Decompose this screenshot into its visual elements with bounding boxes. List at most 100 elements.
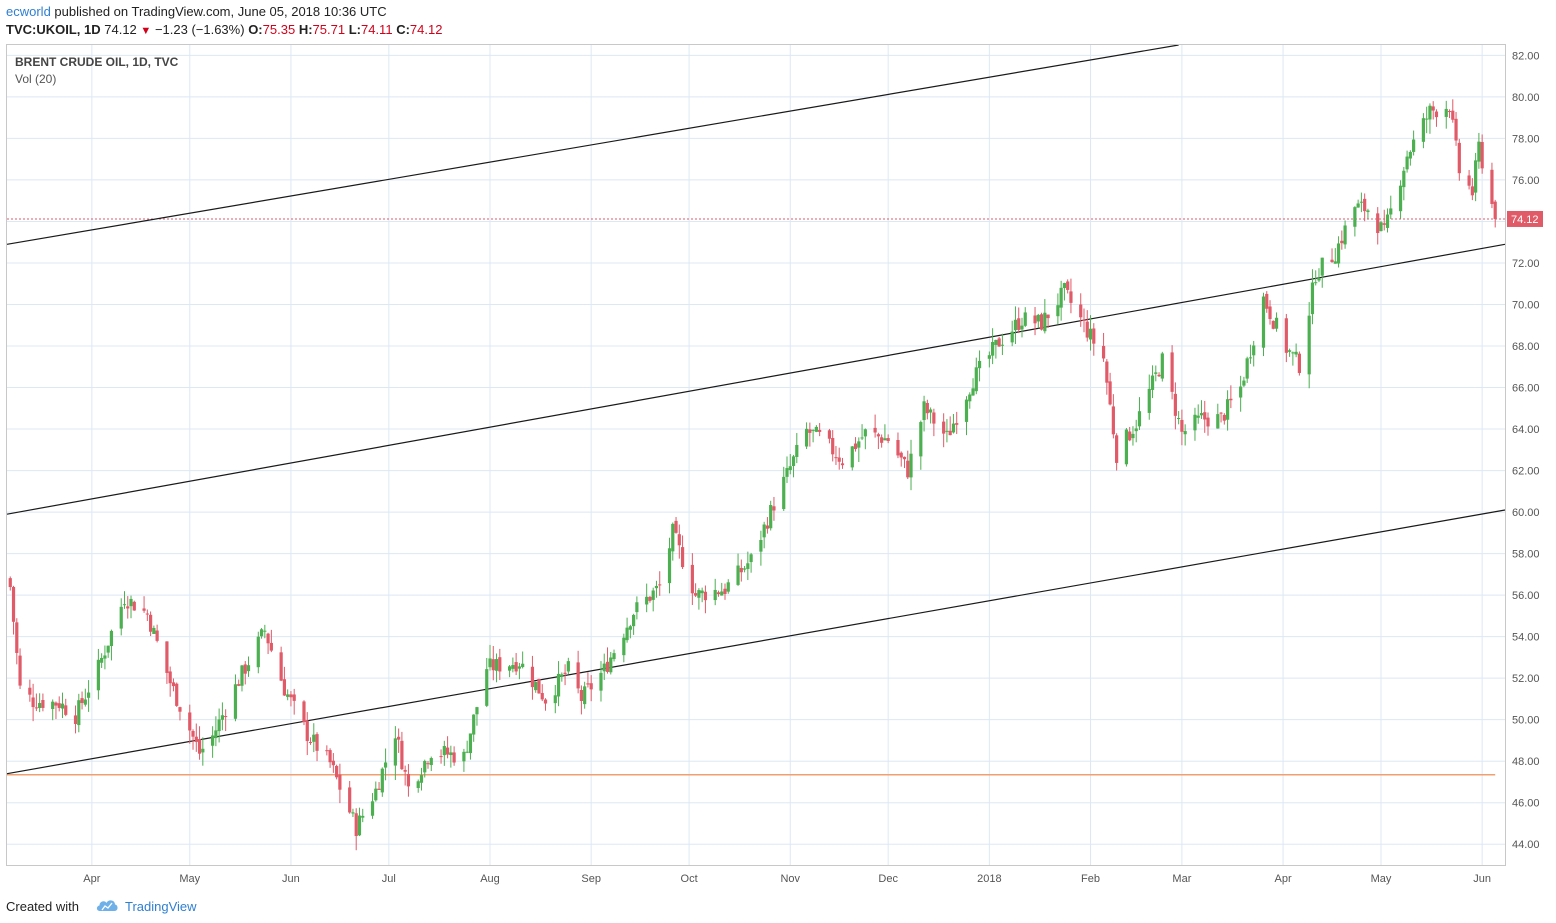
candle-body xyxy=(537,678,541,694)
candle-body xyxy=(240,665,244,686)
candle-body xyxy=(1000,344,1005,346)
last-price-tag-label: 74.12 xyxy=(1511,214,1539,226)
candle-body xyxy=(1288,350,1292,352)
candle-body xyxy=(292,694,296,701)
candle-body xyxy=(1082,319,1086,321)
price-tick-label: 82.00 xyxy=(1512,50,1540,62)
candle-body xyxy=(840,463,845,466)
candle-body xyxy=(1059,287,1063,308)
candle-body xyxy=(1379,222,1383,232)
candle-body xyxy=(305,720,309,742)
candle-body xyxy=(997,338,1001,347)
candle-body xyxy=(224,716,228,718)
candle-body xyxy=(1307,315,1311,375)
candle-body xyxy=(1147,388,1151,413)
candle-body xyxy=(1128,431,1132,441)
price-tick-label: 64.00 xyxy=(1512,424,1540,436)
candle-body xyxy=(494,659,499,671)
candle-body xyxy=(860,437,864,439)
candle-body xyxy=(145,613,149,615)
candle-body xyxy=(625,627,629,641)
candle-body xyxy=(517,666,521,669)
created-with-text: Created with xyxy=(6,899,79,914)
tradingview-logo[interactable]: TradingView xyxy=(87,898,197,915)
candle-body xyxy=(1013,319,1018,331)
candle-body xyxy=(1447,111,1452,113)
candle-body xyxy=(1111,406,1115,435)
candle-body xyxy=(1115,435,1119,463)
candle-body xyxy=(289,694,293,698)
candle-body xyxy=(1219,412,1223,414)
candle-body xyxy=(165,641,169,673)
author-link[interactable]: ecworld xyxy=(6,4,51,19)
price-tick-label: 48.00 xyxy=(1512,756,1540,768)
candle-body xyxy=(994,339,998,345)
candle-body xyxy=(1314,282,1318,284)
candle-body xyxy=(383,762,388,768)
candle-body xyxy=(361,815,365,818)
candle-body xyxy=(1431,106,1435,111)
candle-body xyxy=(566,661,570,672)
candle-body xyxy=(1183,431,1187,435)
candle-body xyxy=(1336,243,1341,264)
candle-body xyxy=(1284,318,1288,353)
candle-body xyxy=(576,662,580,689)
time-tick-label: Oct xyxy=(681,873,698,885)
candle-body xyxy=(628,626,632,630)
candle-body xyxy=(426,763,430,765)
price-tick-label: 80.00 xyxy=(1512,92,1540,104)
candle-body xyxy=(220,715,224,720)
candle-body xyxy=(406,773,411,787)
time-tick-label: Nov xyxy=(780,873,800,885)
candle-body xyxy=(991,342,995,356)
candle-body xyxy=(785,468,789,477)
candle-body xyxy=(452,752,456,763)
candle-body xyxy=(54,702,58,706)
candle-body xyxy=(902,456,907,460)
candle-body xyxy=(853,443,858,450)
candle-body xyxy=(1079,304,1083,318)
open-label: O: xyxy=(248,22,263,37)
candle-body xyxy=(880,437,884,443)
candle-body xyxy=(1101,345,1106,359)
candle-body xyxy=(1085,321,1089,338)
volume-indicator-label[interactable]: Vol (20) xyxy=(15,72,57,86)
candle-body xyxy=(34,707,38,709)
candle-body xyxy=(462,751,466,762)
candle-body xyxy=(540,693,544,700)
candle-body xyxy=(41,700,45,708)
candle-body xyxy=(1268,306,1272,319)
candle-body xyxy=(964,399,969,422)
time-tick-label: Apr xyxy=(1275,873,1292,885)
candle-body xyxy=(1490,169,1494,204)
candle-body xyxy=(690,564,694,594)
candle-body xyxy=(739,567,743,573)
candle-body xyxy=(1353,207,1357,227)
candle-body xyxy=(1444,108,1448,117)
candle-body xyxy=(814,426,818,432)
candle-body xyxy=(1206,417,1210,427)
price-tick-label: 46.00 xyxy=(1512,798,1540,810)
published-text: published on TradingView.com, June 05, 2… xyxy=(50,4,387,19)
candle-body xyxy=(769,505,773,529)
candle-body xyxy=(80,698,84,704)
price-tick-label: 78.00 xyxy=(1512,133,1540,145)
time-tick-label: Sep xyxy=(581,873,601,885)
candle-body xyxy=(765,525,770,529)
candle-body xyxy=(703,591,708,601)
candle-body xyxy=(1056,305,1060,317)
candle-body xyxy=(1229,398,1233,401)
time-tick-label: 2018 xyxy=(977,873,1001,885)
candle-body xyxy=(553,695,557,704)
candle-body xyxy=(1046,314,1050,319)
candle-body xyxy=(338,774,342,790)
candle-body xyxy=(312,734,316,742)
candle-body xyxy=(929,409,933,413)
candle-body xyxy=(1421,118,1426,142)
candle-body xyxy=(351,812,355,814)
low-label: L: xyxy=(348,22,361,37)
candle-body xyxy=(1477,141,1481,162)
candle-body xyxy=(468,733,473,754)
candle-body xyxy=(315,734,319,751)
